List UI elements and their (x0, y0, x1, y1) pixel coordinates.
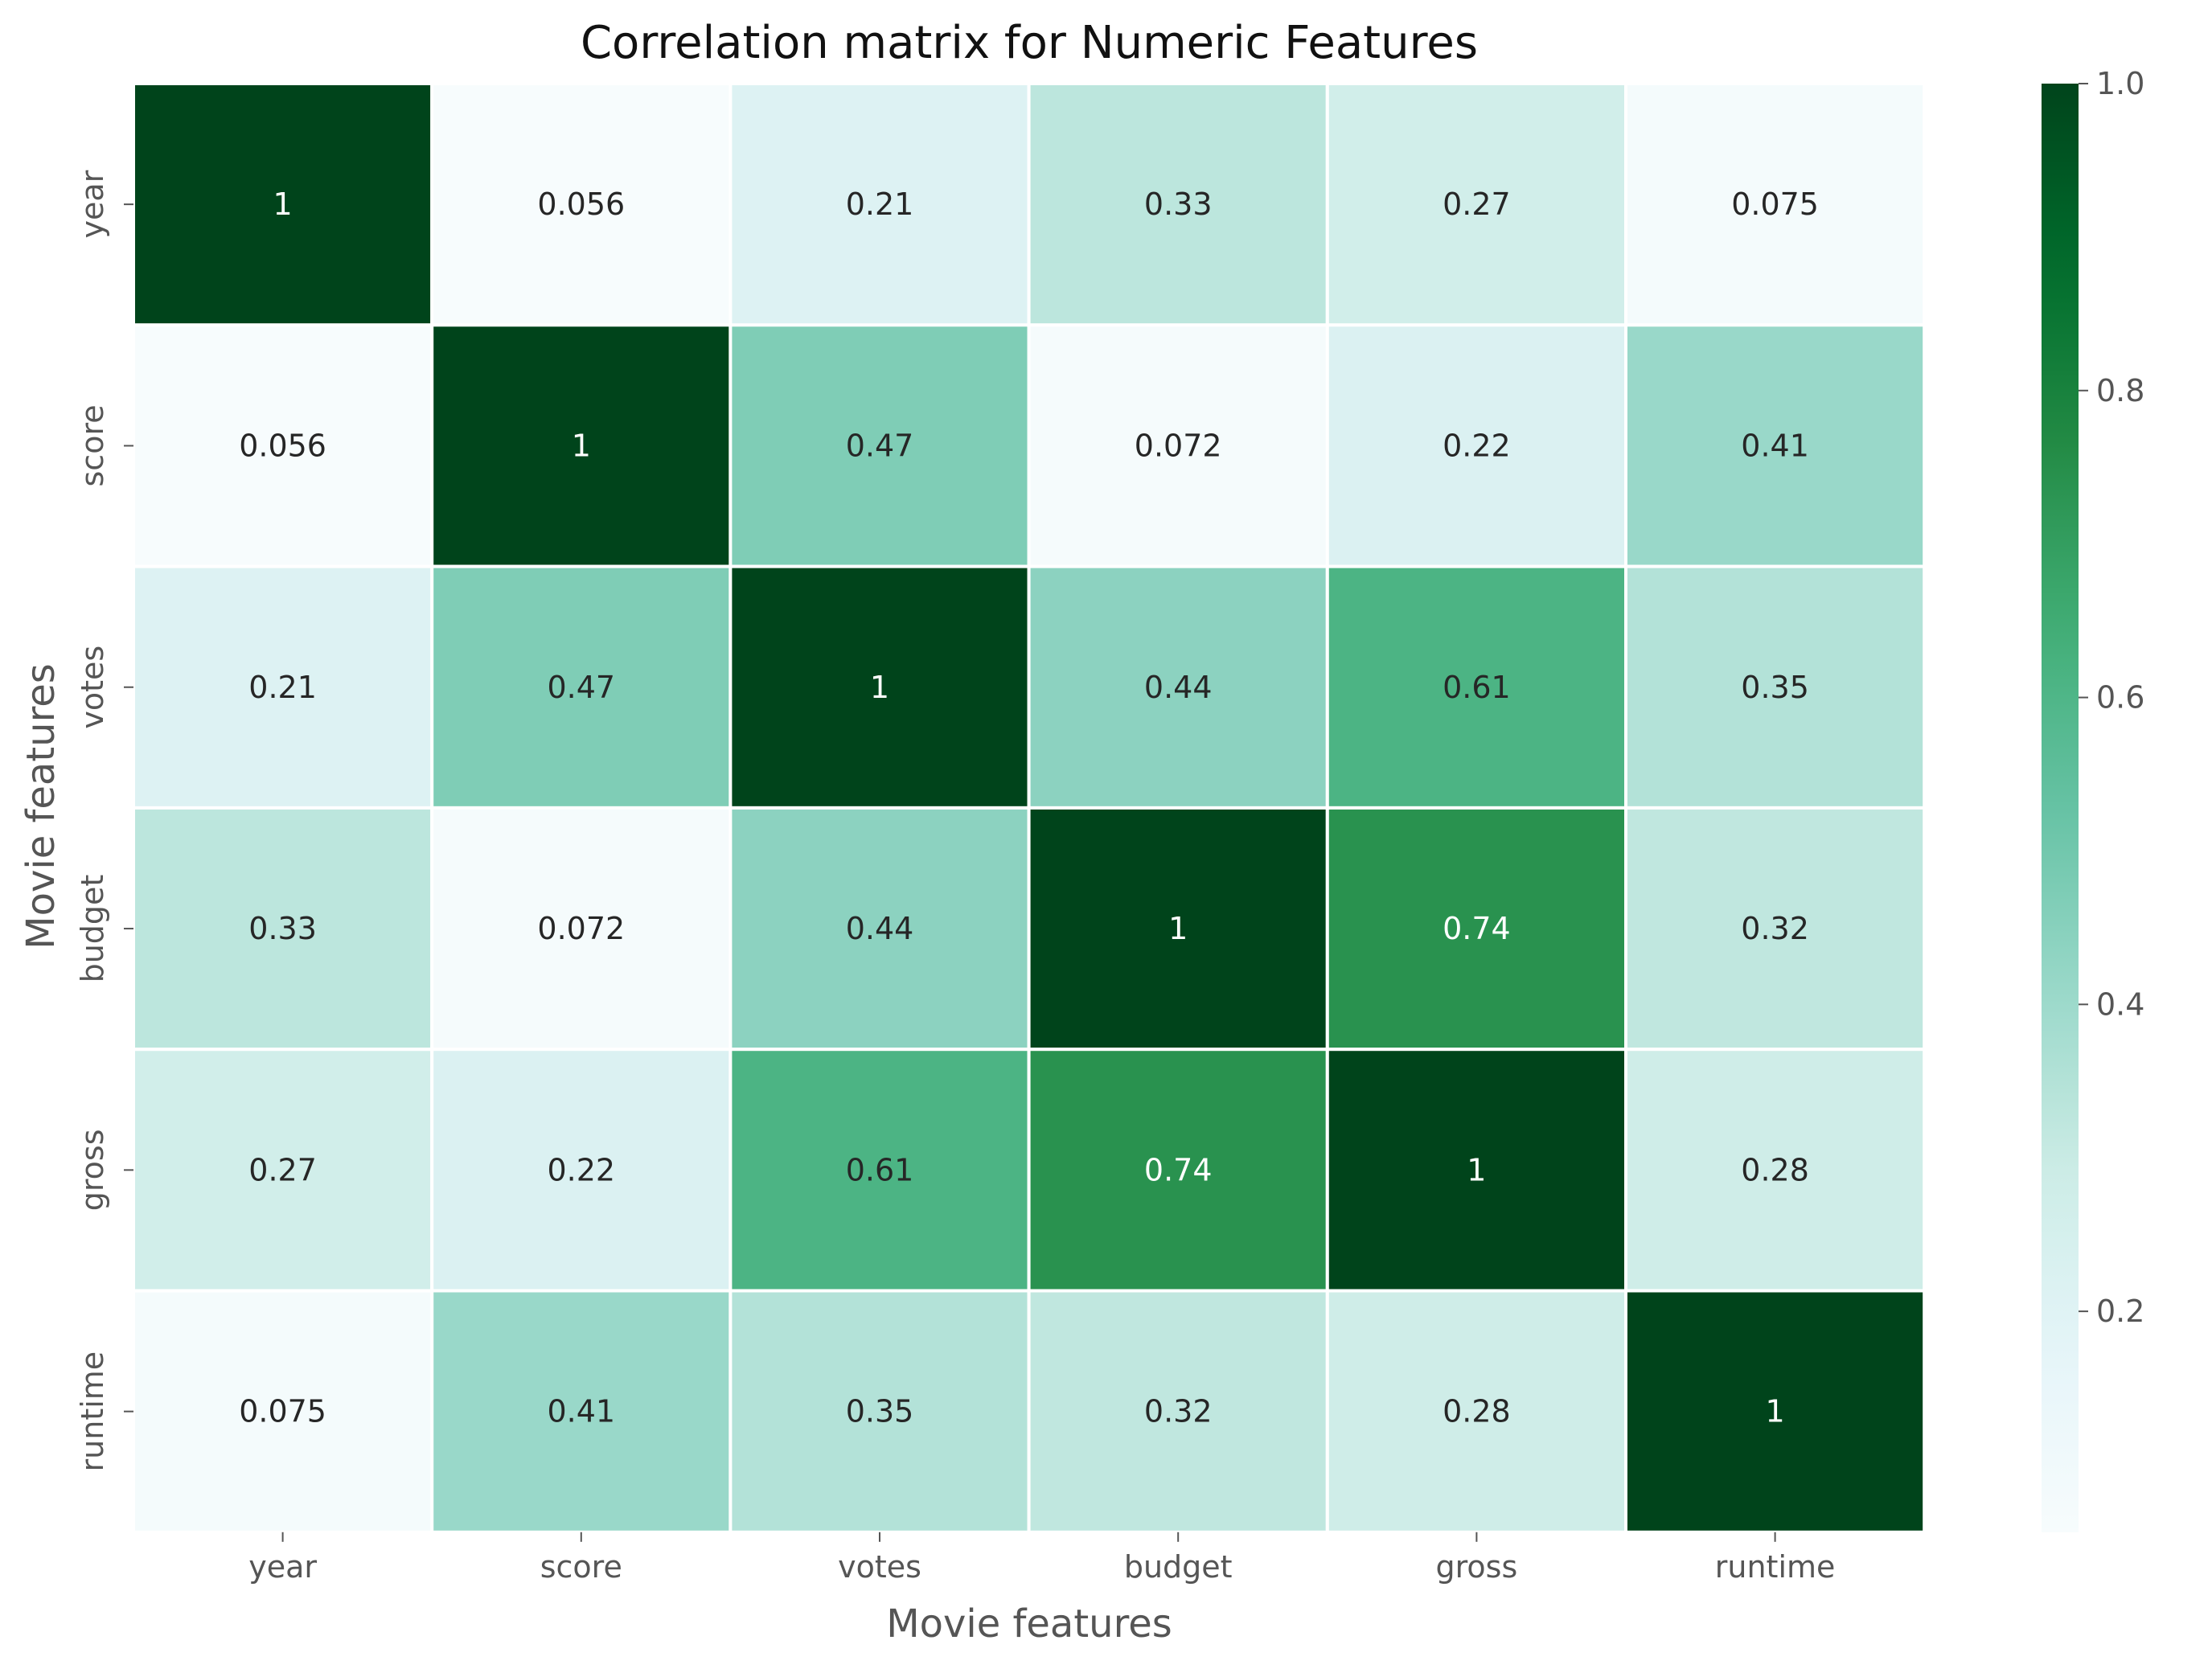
cell-value-label: 0.075 (1731, 187, 1819, 222)
y-tick-label-gross: gross (75, 1129, 110, 1211)
cell-value-label: 0.47 (846, 428, 914, 463)
cell-value-label: 0.41 (547, 1394, 615, 1429)
cell-value-label: 0.32 (1144, 1394, 1213, 1429)
cell-value-label: 0.22 (1443, 428, 1511, 463)
cell-value-label: 0.35 (1741, 670, 1809, 705)
heatmap-cell-gross-budget (1027, 1048, 1329, 1293)
cell-value-label: 0.056 (537, 187, 625, 222)
cell-value-label: 0.33 (1144, 187, 1213, 222)
cell-value-label: 0.74 (1144, 1152, 1213, 1187)
x-tick-label-year: year (248, 1549, 317, 1585)
heatmap-cell-score-budget (1027, 323, 1329, 568)
x-tick-label-runtime: runtime (1715, 1549, 1836, 1585)
heatmap-cell-budget-gross (1325, 806, 1628, 1052)
cell-value-label: 0.44 (846, 911, 914, 946)
cell-value-label: 0.22 (547, 1152, 615, 1187)
cell-value-label: 0.27 (248, 1152, 317, 1187)
heatmap-cell-budget-year (132, 806, 434, 1052)
cell-value-label: 0.27 (1443, 187, 1511, 222)
cell-value-label: 0.35 (846, 1394, 914, 1429)
cell-value-label: 0.33 (248, 911, 317, 946)
heatmap-cell-budget-votes (728, 806, 1031, 1052)
heatmap-cell-year-runtime (1624, 82, 1927, 327)
cell-value-label: 0.61 (846, 1152, 914, 1187)
heatmap-cell-runtime-year (132, 1289, 434, 1534)
cell-value-label: 0.28 (1741, 1152, 1809, 1187)
colorbar-gradient (2042, 84, 2079, 1532)
colorbar-tick-label: 1.0 (2096, 66, 2144, 101)
heatmap-cell-gross-runtime (1624, 1048, 1927, 1293)
cell-value-label: 0.28 (1443, 1394, 1511, 1429)
heatmap-cell-votes-score (430, 564, 733, 810)
x-tick-label-budget: budget (1124, 1549, 1233, 1585)
x-tick-label-score: score (540, 1549, 622, 1585)
cell-value-label: 0.072 (1135, 428, 1222, 463)
colorbar: 0.2 0.4 0.6 0.8 1.0 (2042, 66, 2144, 1532)
heatmap-cell-year-year (132, 82, 434, 327)
cell-value-label: 1 (1467, 1152, 1486, 1187)
heatmap-cell-votes-runtime (1624, 564, 1927, 810)
y-tick-label-score: score (75, 404, 110, 486)
y-tick-label-votes: votes (75, 646, 110, 729)
y-axis-ticks: year score votes budget gross runtime (75, 170, 133, 1471)
cell-value-label: 1 (1168, 911, 1188, 946)
heatmap-cell-score-runtime (1624, 323, 1927, 568)
cell-value-label: 0.056 (239, 428, 326, 463)
x-axis-title: Movie features (886, 1601, 1172, 1646)
heatmap-cell-gross-votes (728, 1048, 1031, 1293)
cell-value-label: 0.74 (1443, 911, 1511, 946)
y-tick-label-year: year (75, 170, 110, 238)
heatmap-cell-votes-year (132, 564, 434, 810)
heatmap-cell-budget-score (430, 806, 733, 1052)
cell-value-label: 0.47 (547, 670, 615, 705)
heatmap-cell-year-budget (1027, 82, 1329, 327)
heatmap-cell-runtime-runtime (1624, 1289, 1927, 1534)
cell-value-label: 1 (572, 428, 591, 463)
colorbar-tick-label: 0.2 (2096, 1294, 2144, 1329)
cell-value-label: 0.072 (537, 911, 625, 946)
cell-value-label: 0.61 (1443, 670, 1511, 705)
cell-value-label: 0.32 (1741, 911, 1809, 946)
colorbar-tick-label: 0.8 (2096, 373, 2144, 408)
cell-value-label: 0.21 (846, 187, 914, 222)
heatmap-cell-budget-budget (1027, 806, 1329, 1052)
heatmap-cell-budget-runtime (1624, 806, 1927, 1052)
chart-title: Correlation matrix for Numeric Features (581, 17, 1478, 69)
y-tick-label-runtime: runtime (75, 1351, 110, 1472)
heatmap-cell-votes-gross (1325, 564, 1628, 810)
heatmap-cell-runtime-gross (1325, 1289, 1628, 1534)
heatmap-cells: 1 0.056 0.21 0.33 0.27 0.075 0.056 1 0.47 0.072 0.… (132, 82, 1927, 1534)
cell-value-label: 0.075 (239, 1394, 326, 1429)
x-axis-ticks: year score votes budget gross runtime (248, 1532, 1835, 1585)
cell-value-label: 1 (870, 670, 889, 705)
heatmap-cell-votes-budget (1027, 564, 1329, 810)
heatmap-cell-year-gross (1325, 82, 1628, 327)
colorbar-tick-label: 0.6 (2096, 680, 2144, 716)
cell-value-label: 0.41 (1741, 428, 1809, 463)
heatmap-cell-gross-gross (1325, 1048, 1628, 1293)
colorbar-tick-label: 0.4 (2096, 986, 2144, 1022)
cell-value-label: 0.21 (248, 670, 317, 705)
cell-value-label: 1 (1766, 1394, 1785, 1429)
cell-value-label: 1 (273, 187, 293, 222)
cell-value-label: 0.44 (1144, 670, 1213, 705)
heatmap-cell-year-score (430, 82, 733, 327)
heatmap-cell-score-score (430, 323, 733, 568)
x-tick-label-gross: gross (1436, 1549, 1518, 1585)
heatmap-cell-year-votes (728, 82, 1031, 327)
heatmap-cell-gross-year (132, 1048, 434, 1293)
y-axis-title: Movie features (18, 663, 64, 949)
y-tick-label-budget: budget (75, 875, 110, 983)
x-tick-label-votes: votes (838, 1549, 921, 1585)
